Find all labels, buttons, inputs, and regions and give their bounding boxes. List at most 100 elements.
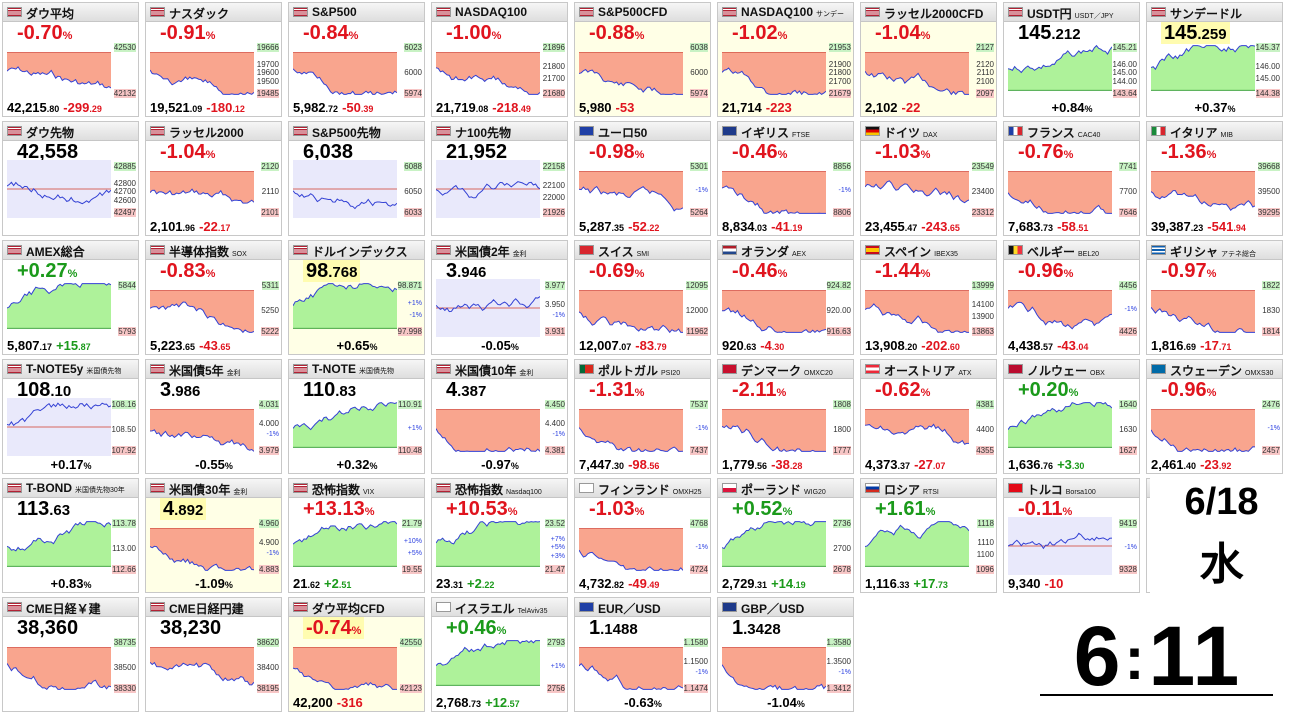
tile-header: ダウ先物	[3, 122, 138, 141]
tile-title: ダウ平均CFD	[312, 600, 388, 617]
tile-header: EUR／USD	[575, 598, 710, 617]
market-tile[interactable]: スペイン IBEX35 -1.44% 13999 14100 13900 13863…	[860, 240, 997, 355]
market-tile[interactable]: ポルトガル PSI20 -1.31% 7537 -1% 7437 7,447.30…	[574, 359, 711, 474]
tile-level-decimal: .1488	[600, 621, 638, 638]
tile-header: NASDAQ100 サンデー	[718, 3, 853, 22]
market-tile[interactable]: ダウ先物 42,558 42885 42800 42700 42600 42497	[2, 121, 139, 236]
market-tile[interactable]: ラッセル2000CFD -1.04% 2127 2120 2110 2100 209…	[860, 2, 997, 117]
tile-headline: 145.259	[1161, 22, 1230, 45]
tile-title-text: NASDAQ100	[455, 5, 528, 19]
market-tile[interactable]: S&P500 -0.84% 6023 6000 5974 5,982.72 -50…	[288, 2, 425, 117]
market-tile[interactable]: USDT円 USDT／JPY 145.212 145.21 146.00 145.0…	[1003, 2, 1140, 117]
market-tile[interactable]: ナスダック -0.91% 19666 19700 19600 19500 19485…	[145, 2, 282, 117]
tile-change-percent: -0.62	[875, 379, 921, 401]
market-tile[interactable]: フランス CAC40 -0.76% 7741 7700 7646 7,683.73…	[1003, 121, 1140, 236]
axis-low: 107.92	[111, 446, 136, 455]
tile-level-decimal: .63	[49, 502, 71, 519]
market-tile[interactable]: ダウ平均CFD -0.74% 42550 42123 42,200 -316	[288, 597, 425, 712]
market-tile[interactable]: ベルギー BEL20 -0.96% 4456 -1% 4426 4,438.57-…	[1003, 240, 1140, 355]
sparkline-area	[7, 521, 111, 567]
market-tile[interactable]: オーストリア ATX -0.62% 4381 4400 4355 4,373.37…	[860, 359, 997, 474]
axis-high: 113.78	[112, 519, 136, 528]
market-tile[interactable]: T-NOTE5y 米国債先物 108.10 108.16 108.50 107.9…	[2, 359, 139, 474]
market-tile[interactable]: ドルインデックス 98.768 98.871 +1% -1% 97.998 +0.…	[288, 240, 425, 355]
tile-value-decimal: .09	[189, 104, 203, 114]
market-tile[interactable]: デンマーク OMXC20 -2.11% 1808 1800 1777 1,779.…	[717, 359, 854, 474]
axis-tick: -1%	[838, 668, 851, 676]
tile-axis: 1118 1110 1100 1096	[966, 517, 994, 575]
sparkline-line	[293, 521, 397, 545]
sparkline-chart	[722, 647, 826, 691]
axis-high: 2736	[833, 519, 851, 528]
market-tile[interactable]: ポーランド WIG20 +0.52% 2736 2700 2678 2,729.3…	[717, 478, 854, 593]
sparkline-chart	[150, 171, 254, 204]
market-tile[interactable]: T-NOTE 米国債先物 110.83 110.91 +1% 110.48 +0.…	[288, 359, 425, 474]
market-tile[interactable]: 米国債10年 金利 4.387 4.450 4.400 -1% 4.381 -0.9…	[431, 359, 568, 474]
tile-subtitle: 金利	[233, 489, 248, 496]
axis-high: 1.3580	[826, 638, 851, 647]
market-tile[interactable]: T-BOND 米国債先物30年 113.63 113.78 113.00 112.…	[2, 478, 139, 593]
market-tile[interactable]: スイス SMI -0.69% 12095 12000 11962 12,007.0…	[574, 240, 711, 355]
market-tile[interactable]: イギリス FTSE -0.46% 8856 -1% 8806 8,834.03 -4…	[717, 121, 854, 236]
axis-low: 8806	[833, 208, 851, 217]
market-tile[interactable]: ダウ平均 -0.70% 42530 42132 42,215.80 -299.29	[2, 2, 139, 117]
clock: 6:11	[1040, 608, 1275, 705]
market-tile[interactable]: トルコ Borsa100 -0.11% 9419 -1% 9328 9,340 -1…	[1003, 478, 1140, 593]
market-tile[interactable]: フィンランド OMXH25 -1.03% 4768 -1% 4724 4,732.…	[574, 478, 711, 593]
market-tile[interactable]: NASDAQ100 サンデー -1.02% 21953 21900 21800 217…	[717, 2, 854, 117]
market-tile[interactable]: オランダ AEX -0.46% 924.82 920.00 916.63 920.…	[717, 240, 854, 355]
sparkline-chart	[865, 409, 969, 445]
axis-high: 13999	[971, 281, 994, 290]
tile-header: フィンランド OMXH25	[575, 479, 710, 498]
market-tile[interactable]: ノルウェー OBX +0.20% 1640 1630 1627 1,636.76 +…	[1003, 359, 1140, 474]
market-tile[interactable]: CME日経円建 38,230 38620 38400 38195	[145, 597, 282, 712]
market-tile[interactable]: ドイツ DAX -1.03% 23549 23400 23312 23,455.4…	[860, 121, 997, 236]
market-tile[interactable]: 恐怖指数 VIX +13.13% 21.79 +10% +5% 19.55 21.6…	[288, 478, 425, 593]
tile-title-text: 米国債2年	[455, 245, 510, 259]
market-tile[interactable]: CME日経￥建 38,360 38735 38500 38330	[2, 597, 139, 712]
market-tile[interactable]: 恐怖指数 Nasdaq100 +10.53% 23.52 +7% +5% +3% 21…	[431, 478, 568, 593]
sparkline-line	[436, 639, 540, 666]
market-tile[interactable]: ナ100先物 21,952 22158 22100 22000 21926	[431, 121, 568, 236]
tile-title: CME日経￥建	[26, 600, 104, 617]
tile-title: EUR／USD	[598, 600, 664, 617]
tile-footer: 9,340 -10	[1008, 576, 1136, 591]
axis-high: 1.1580	[683, 638, 708, 647]
tile-footer: 21,714 -223	[722, 100, 850, 115]
market-tile[interactable]: ラッセル2000 -1.04% 2120 2110 2101 2,101.96-…	[145, 121, 282, 236]
tile-title: S&P500先物	[312, 124, 384, 141]
tile-header: 半導体指数 SOX	[146, 241, 281, 260]
market-tile[interactable]: ユーロ50 -0.98% 5301 -1% 5264 5,287.35 -52.2…	[574, 121, 711, 236]
axis-high: 12095	[685, 281, 708, 290]
market-tile[interactable]: 米国債2年 金利 3.946 3.977 3.950 -1% 3.931 -0.05…	[431, 240, 568, 355]
tile-level: 3	[160, 379, 172, 401]
market-tile[interactable]: AMEX総合 +0.27% 5844 5793 5,807.17 +15.87	[2, 240, 139, 355]
market-tile[interactable]: イスラエル TelAviv35 +0.46% 2793 +1% 2756 2,76…	[431, 597, 568, 712]
sparkline-chart	[293, 283, 397, 329]
tile-headline-box: -0.74%	[303, 617, 365, 639]
tile-percent-unit: %	[653, 699, 662, 709]
sparkline-line	[7, 402, 111, 427]
market-tile[interactable]: S&P500CFD -0.88% 6038 6000 5974 5,980 -53	[574, 2, 711, 117]
market-tile[interactable]: 半導体指数 SOX -0.83% 5311 5250 5222 5,223.65-…	[145, 240, 282, 355]
tile-level: 110	[303, 379, 336, 401]
market-tile[interactable]: ロシア RTSI +1.61% 1118 1110 1100 1096 1,116.…	[860, 478, 997, 593]
market-tile[interactable]: 米国債30年 金利 4.892 4.960 4.900 -1% 4.883 -1.0…	[145, 478, 282, 593]
market-tile[interactable]: スウェーデン OMXS30 -0.96% 2476 -1% 2457 2,461.…	[1146, 359, 1283, 474]
market-tile[interactable]: NASDAQ100 -1.00% 21896 21800 21700 21680 …	[431, 2, 568, 117]
tile-title: CME日経円建	[169, 600, 247, 617]
market-tile[interactable]: イタリア MIB -1.36% 39668 39500 39295 39,387.…	[1146, 121, 1283, 236]
market-tile[interactable]: S&P500先物 6,038 6088 6050 6033	[288, 121, 425, 236]
market-tile[interactable]: ギリシャ アテネ総合 -0.97% 1822 1830 1814 1,816.69…	[1146, 240, 1283, 355]
tile-header: ギリシャ アテネ総合	[1147, 241, 1282, 260]
market-tile[interactable]: EUR／USD 1.1488 1.1580 1.1500 -1% 1.1474 -…	[574, 597, 711, 712]
tile-headline: -0.74%	[303, 617, 365, 640]
tile-value-decimal: .72	[325, 104, 339, 114]
market-tile[interactable]: GBP／USD 1.3428 1.3580 1.3500 -1% 1.3412 -…	[717, 597, 854, 712]
tile-percent-unit: %	[491, 30, 502, 42]
market-tile[interactable]: 米国債5年 金利 3.986 4.031 4.000 -1% 3.979 -0.55…	[145, 359, 282, 474]
market-tile[interactable]: サンデードル 145.259 145.37 146.00 145.00 144.3…	[1146, 2, 1283, 117]
sparkline-chart	[1151, 290, 1255, 333]
sparkline-area	[1151, 409, 1255, 452]
axis-tick: -1%	[838, 187, 851, 194]
